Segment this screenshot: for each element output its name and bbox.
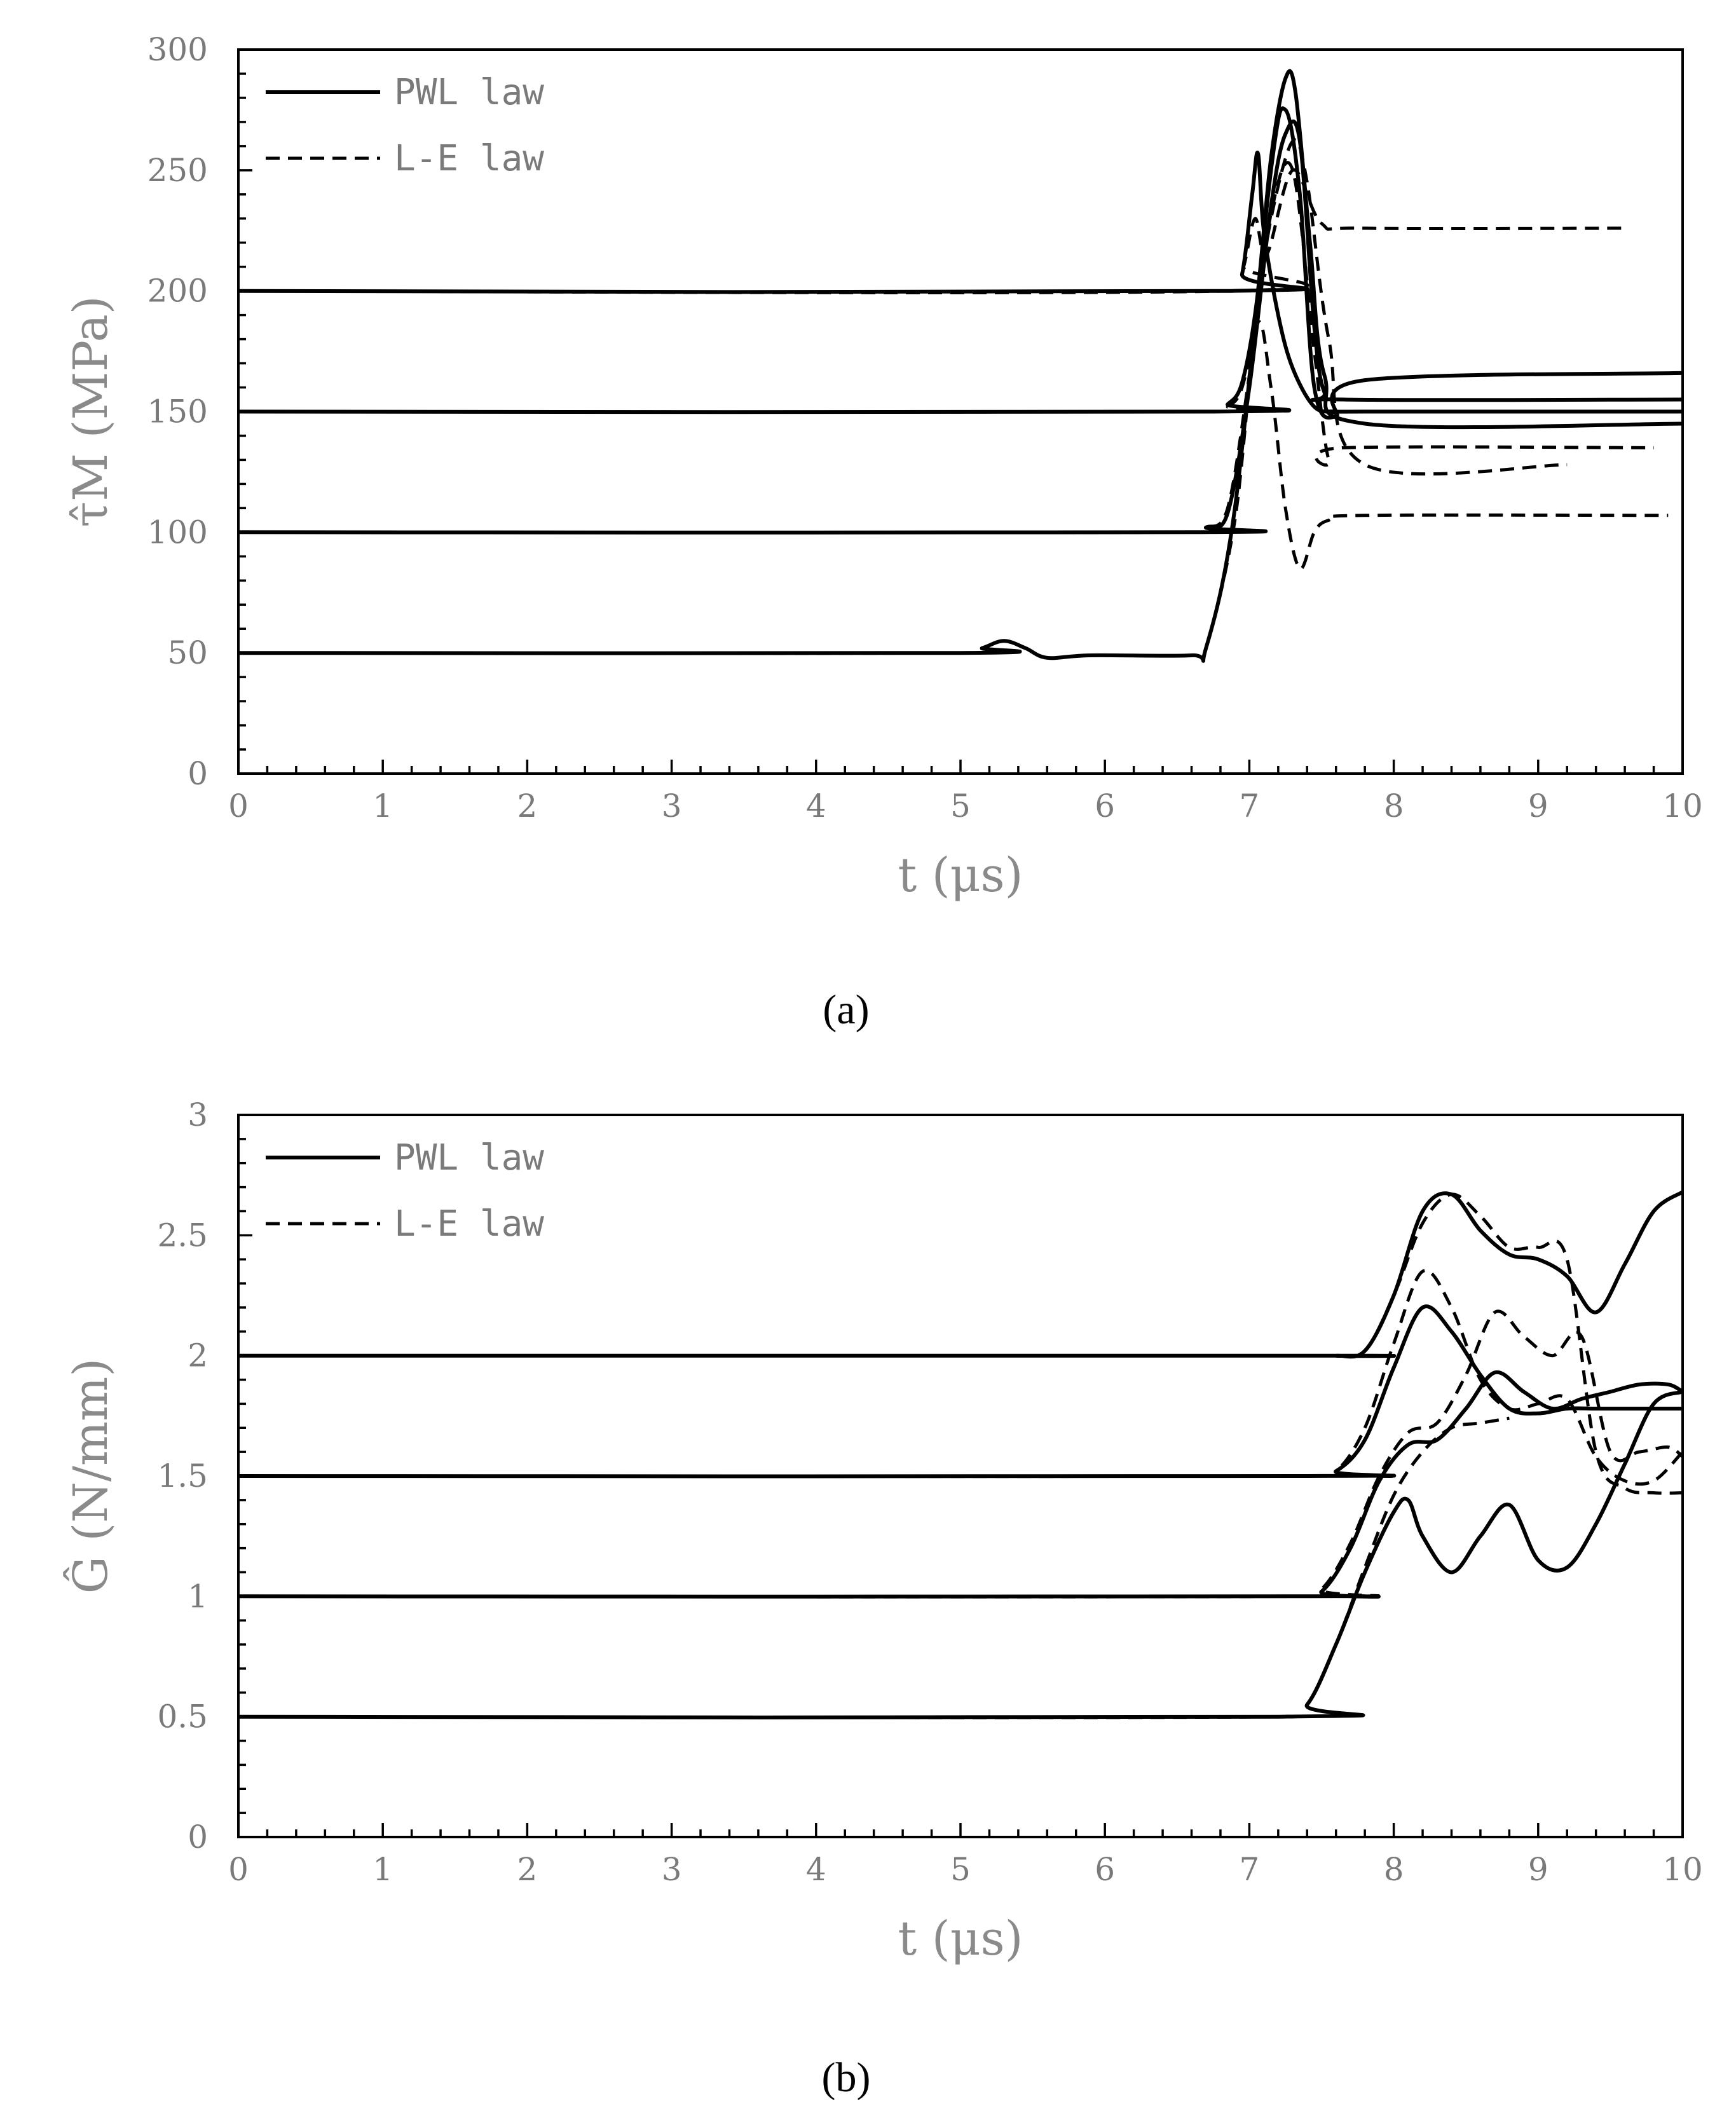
series-line-1 (238, 1190, 1683, 1359)
series-line-5 (238, 120, 1683, 535)
series-line-6 (238, 161, 1654, 535)
x-tick-label: 5 (950, 788, 971, 824)
y-axis-title: τ̂M (MPa) (64, 296, 118, 527)
chart-panel-b: 0 1 2 3 4 5 6 7 8 9 10 0 0.5 1 1.5 2 2.5 3 t (μs) Ĝ (N/mm) P… (62, 1096, 1703, 1966)
x-tick-label: 2 (517, 1851, 537, 1888)
series-line-8 (238, 320, 1669, 662)
y-tick-label: 1 (188, 1578, 208, 1615)
series-line-7 (238, 106, 1683, 663)
x-tick-label: 3 (662, 788, 682, 824)
x-tick-label: 4 (806, 788, 826, 824)
x-tick-label: 0 (228, 788, 249, 824)
legend-label: PWL law (394, 72, 544, 113)
x-tick-label: 6 (1095, 1851, 1115, 1888)
series-line-4 (238, 1269, 1683, 1486)
legend-label: L-E law (394, 1203, 544, 1245)
x-tick-label: 6 (1095, 788, 1115, 824)
x-tick-label: 10 (1662, 1851, 1703, 1888)
x-tick-label: 7 (1239, 1851, 1259, 1888)
x-tick-label: 2 (517, 788, 537, 824)
series-line-2 (238, 1192, 1683, 1495)
legend-label: PWL law (394, 1137, 544, 1178)
series-line-1 (238, 150, 1683, 414)
x-tick-label: 5 (950, 1851, 971, 1888)
x-tick-label: 7 (1239, 788, 1259, 824)
y-tick-label: 200 (147, 273, 208, 310)
x-tick-label: 8 (1384, 788, 1404, 824)
x-axis-title: t (μs) (898, 848, 1023, 903)
x-tick-label: 1 (372, 788, 393, 824)
x-tick-label: 1 (372, 1851, 393, 1888)
series-line-7 (238, 1390, 1683, 1720)
y-tick-label: 0.5 (157, 1698, 208, 1735)
series-line-3 (238, 1304, 1683, 1479)
x-tick-label: 4 (806, 1851, 826, 1888)
y-tick-label: 100 (147, 514, 208, 550)
y-tick-label: 150 (147, 393, 208, 430)
y-tick-label: 2 (188, 1337, 208, 1374)
y-tick-label: 2.5 (157, 1217, 208, 1254)
x-axis-title: t (μs) (898, 1911, 1023, 1966)
series-line-5 (238, 1370, 1683, 1599)
y-tick-label: 50 (167, 634, 208, 671)
y-axis-title: Ĝ (N/mm) (62, 1358, 118, 1594)
series-line-2 (238, 168, 1625, 294)
caption-b: (b) (822, 2054, 871, 2101)
x-tick-label: 10 (1662, 788, 1703, 824)
y-tick-label: 1.5 (157, 1458, 208, 1494)
y-tick-label: 250 (147, 152, 208, 189)
y-tick-label: 0 (188, 1819, 208, 1855)
x-tick-label: 3 (662, 1851, 682, 1888)
legend-label: L-E law (394, 138, 544, 179)
y-tick-label: 0 (188, 755, 208, 792)
x-tick-label: 0 (228, 1851, 249, 1888)
x-tick-label: 9 (1528, 788, 1548, 824)
x-tick-label: 8 (1384, 1851, 1404, 1888)
y-tick-label: 3 (188, 1096, 208, 1133)
x-tick-label: 9 (1528, 1851, 1548, 1888)
caption-a: (a) (823, 987, 869, 1033)
series-line-8 (238, 1416, 1510, 1719)
series-line-6 (238, 1309, 1683, 1599)
y-tick-label: 300 (147, 31, 208, 68)
